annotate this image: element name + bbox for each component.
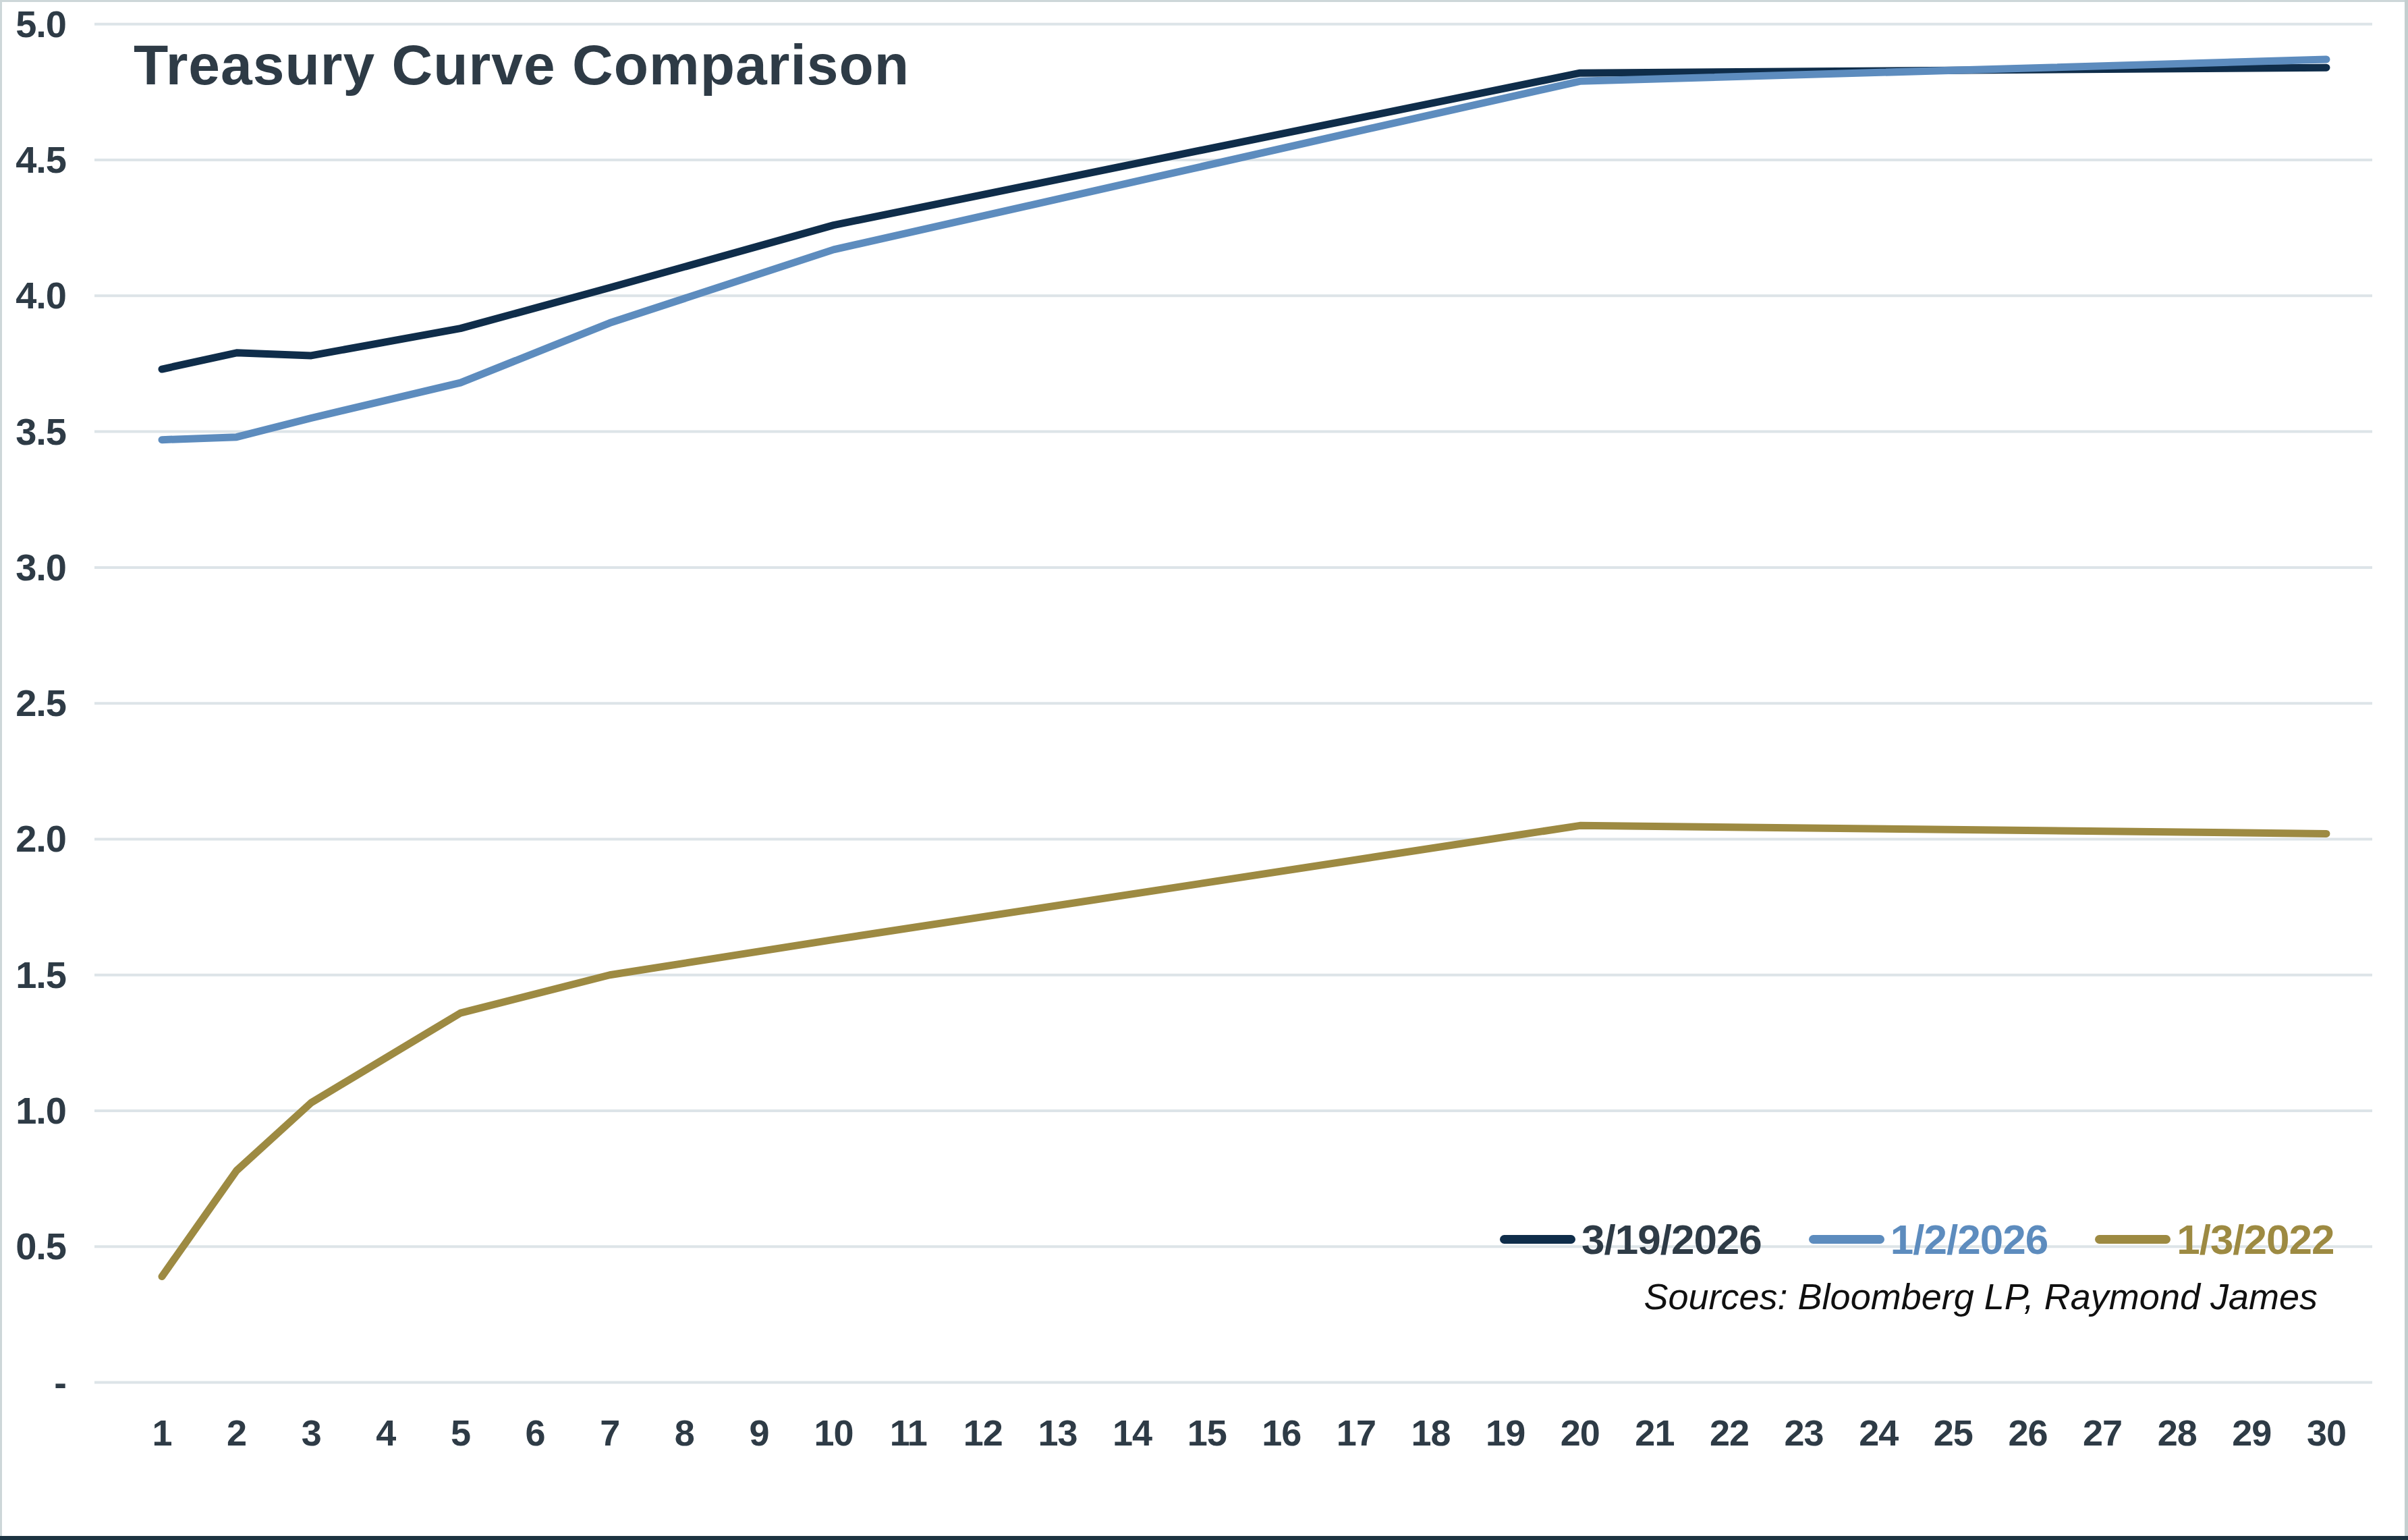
source-note: Sources: Bloomberg LP, Raymond James (1644, 1275, 2318, 1317)
border-bottom (0, 1536, 2408, 1540)
x-axis-tick-label: 22 (1689, 1412, 1770, 1454)
legend-swatch-icon (2095, 1235, 2171, 1244)
legend-label: 1/2/2026 (1891, 1215, 2048, 1263)
legend-item-0: 3/19/2026 (1500, 1215, 1762, 1263)
y-axis-tick-label: 2.5 (0, 680, 66, 726)
gridlines-group (94, 24, 2372, 1383)
y-axis-tick-label: 3.5 (0, 409, 66, 455)
y-axis-tick-label: 3.0 (0, 545, 66, 590)
x-axis-tick-label: 2 (196, 1412, 277, 1454)
legend-item-1: 1/2/2026 (1809, 1215, 2048, 1263)
x-axis-tick-label: 3 (271, 1412, 352, 1454)
y-axis-tick-label: 4.0 (0, 273, 66, 319)
x-axis-tick-label: 30 (2286, 1412, 2367, 1454)
y-axis-tick-label: - (0, 1360, 66, 1406)
y-axis-tick-label: 5.0 (0, 1, 66, 47)
x-axis-tick-label: 23 (1764, 1412, 1845, 1454)
x-axis-tick-label: 19 (1465, 1412, 1546, 1454)
y-axis-tick-label: 1.0 (0, 1088, 66, 1134)
x-axis-tick-label: 29 (2211, 1412, 2292, 1454)
x-axis-tick-label: 25 (1913, 1412, 1994, 1454)
x-axis-tick-label: 5 (420, 1412, 501, 1454)
x-axis-tick-label: 17 (1316, 1412, 1397, 1454)
x-axis-tick-label: 15 (1167, 1412, 1248, 1454)
y-axis-tick-label: 0.5 (0, 1223, 66, 1269)
x-axis-tick-label: 14 (1092, 1412, 1173, 1454)
x-axis-tick-label: 28 (2137, 1412, 2218, 1454)
x-axis-tick-label: 13 (1017, 1412, 1098, 1454)
legend-label: 3/19/2026 (1581, 1215, 1762, 1263)
x-axis-tick-label: 10 (793, 1412, 874, 1454)
x-axis-tick-label: 1 (121, 1412, 202, 1454)
x-axis-tick-label: 21 (1614, 1412, 1695, 1454)
chart-canvas: Treasury Curve Comparison 5.0 4.5 4.0 3.5 3.… (0, 0, 2408, 1540)
series-lines-group (162, 59, 2326, 1277)
x-axis-tick-label: 18 (1391, 1412, 1472, 1454)
border-top (0, 0, 2408, 2)
x-axis-tick-label: 20 (1540, 1412, 1621, 1454)
y-axis-tick-label: 2.0 (0, 816, 66, 862)
legend-swatch-icon (1500, 1235, 1575, 1244)
x-axis-tick-label: 26 (1988, 1412, 2069, 1454)
series-line-1 (162, 59, 2326, 440)
chart-title: Treasury Curve Comparison (134, 32, 909, 98)
legend: 3/19/2026 1/2/2026 1/3/2022 (1500, 1215, 2334, 1263)
x-axis-tick-label: 12 (943, 1412, 1024, 1454)
series-line-2 (162, 825, 2326, 1276)
x-axis-tick-label: 7 (569, 1412, 650, 1454)
legend-item-2: 1/3/2022 (2095, 1215, 2334, 1263)
x-axis-tick-label: 4 (345, 1412, 426, 1454)
x-axis-tick-label: 24 (1838, 1412, 1919, 1454)
x-axis-tick-label: 11 (868, 1412, 949, 1454)
border-left (0, 0, 2, 1540)
x-axis-tick-label: 6 (495, 1412, 576, 1454)
x-axis-tick-label: 9 (719, 1412, 800, 1454)
legend-swatch-icon (1809, 1235, 1884, 1244)
x-axis-tick-label: 16 (1241, 1412, 1322, 1454)
x-axis-tick-label: 27 (2062, 1412, 2143, 1454)
x-axis-tick-label: 8 (644, 1412, 725, 1454)
legend-label: 1/3/2022 (2177, 1215, 2334, 1263)
y-axis-tick-label: 1.5 (0, 952, 66, 998)
y-axis-tick-label: 4.5 (0, 137, 66, 183)
series-line-0 (162, 67, 2326, 369)
border-right (2405, 0, 2408, 1540)
